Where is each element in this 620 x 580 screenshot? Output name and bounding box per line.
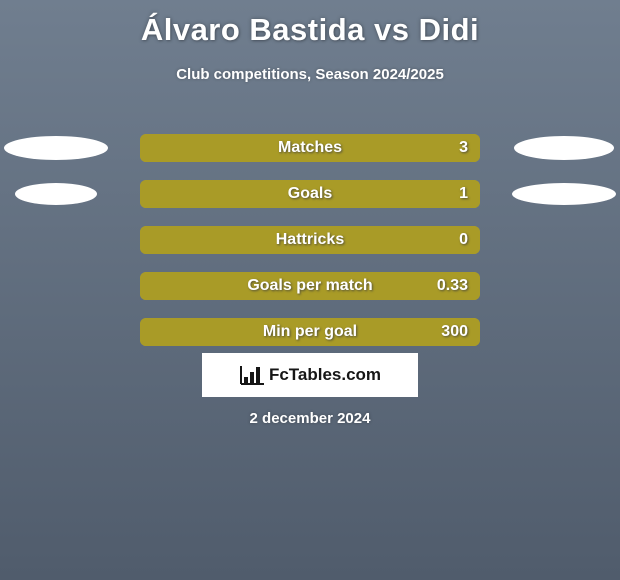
- comparison-infographic: Álvaro Bastida vs Didi Club competitions…: [0, 0, 620, 580]
- logo-text: FcTables.com: [269, 365, 381, 385]
- stat-label: Matches: [140, 134, 480, 162]
- stat-row: Goals1: [0, 171, 620, 217]
- player1-ellipse: [15, 183, 97, 205]
- stat-value: 3: [459, 134, 468, 162]
- stat-label: Min per goal: [140, 318, 480, 346]
- player1-ellipse: [4, 136, 108, 160]
- stat-value: 1: [459, 180, 468, 208]
- logo: FcTables.com: [239, 364, 381, 386]
- stats-list: Matches3Goals1Hattricks0Goals per match0…: [0, 125, 620, 355]
- stat-bar: Goals1: [140, 180, 480, 208]
- date-text: 2 december 2024: [0, 410, 620, 427]
- stat-bar: Goals per match0.33: [140, 272, 480, 300]
- logo-box: FcTables.com: [202, 353, 418, 397]
- subtitle: Club competitions, Season 2024/2025: [0, 66, 620, 83]
- stat-label: Hattricks: [140, 226, 480, 254]
- left-ellipse-slot: [0, 183, 112, 205]
- stat-bar: Hattricks0: [140, 226, 480, 254]
- stat-label: Goals per match: [140, 272, 480, 300]
- stat-value: 300: [441, 318, 468, 346]
- stat-bar: Min per goal300: [140, 318, 480, 346]
- right-ellipse-slot: [508, 136, 620, 160]
- right-ellipse-slot: [508, 183, 620, 205]
- bar-chart-icon: [239, 364, 265, 386]
- stat-value: 0: [459, 226, 468, 254]
- stat-row: Goals per match0.33: [0, 263, 620, 309]
- stat-row: Matches3: [0, 125, 620, 171]
- stat-bar: Matches3: [140, 134, 480, 162]
- player2-ellipse: [512, 183, 616, 205]
- stat-row: Min per goal300: [0, 309, 620, 355]
- player2-ellipse: [514, 136, 614, 160]
- stat-row: Hattricks0: [0, 217, 620, 263]
- stat-label: Goals: [140, 180, 480, 208]
- left-ellipse-slot: [0, 136, 112, 160]
- stat-value: 0.33: [437, 272, 468, 300]
- page-title: Álvaro Bastida vs Didi: [0, 0, 620, 48]
